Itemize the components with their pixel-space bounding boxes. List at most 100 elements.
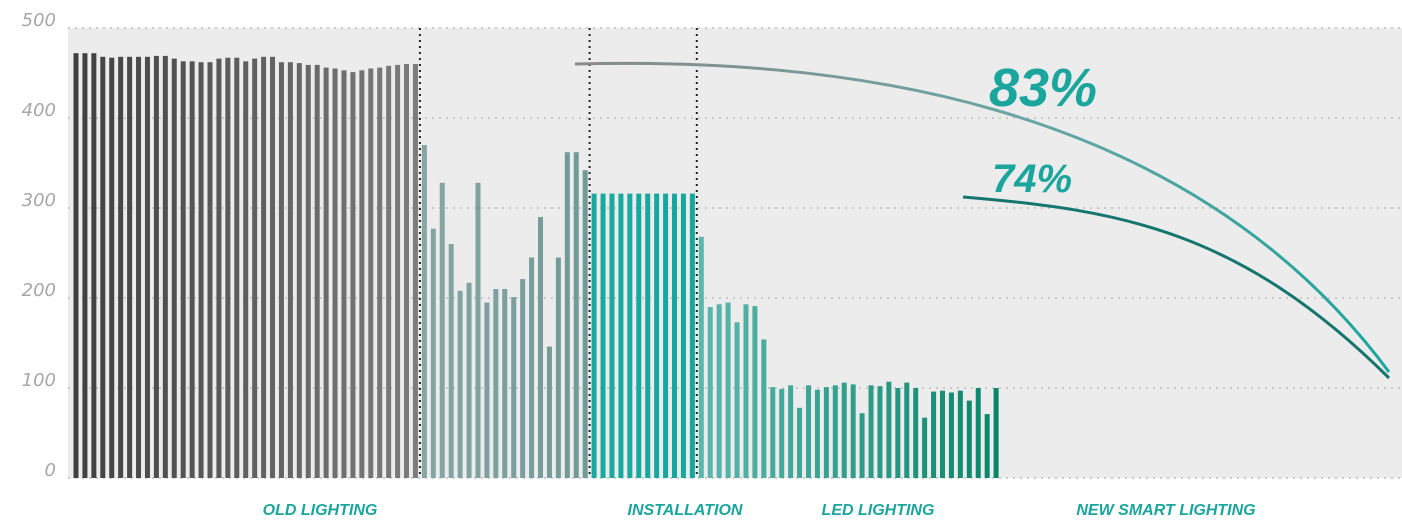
bar — [859, 413, 865, 478]
bar — [502, 289, 508, 478]
bar — [984, 414, 990, 478]
bar — [877, 386, 883, 478]
bar — [841, 382, 847, 478]
bar — [350, 72, 356, 478]
bar — [922, 417, 928, 478]
bar — [546, 346, 552, 478]
bar — [386, 65, 392, 479]
trend-curve-74 — [962, 195, 1391, 380]
bar — [913, 388, 919, 478]
y-tick-label: 200 — [22, 280, 56, 301]
bar — [672, 193, 678, 478]
bar — [609, 193, 615, 478]
callout-83-percent: 83% — [989, 58, 1097, 118]
bar — [538, 217, 544, 478]
bar — [421, 145, 427, 478]
bar — [171, 58, 177, 478]
bar — [412, 64, 418, 478]
bar — [814, 389, 820, 478]
percentage-callouts: 83% 74% — [989, 58, 1097, 201]
bar — [261, 56, 267, 479]
bar — [940, 390, 945, 478]
bar — [243, 61, 249, 479]
bar — [868, 385, 874, 478]
bar — [493, 289, 499, 478]
bar — [948, 392, 954, 478]
bar — [368, 68, 374, 478]
bar — [332, 68, 338, 478]
bar — [448, 244, 454, 478]
bar — [850, 384, 856, 478]
bar — [564, 152, 570, 478]
bar — [377, 67, 383, 478]
bar — [743, 304, 749, 478]
bar — [966, 400, 972, 478]
bar — [475, 182, 481, 479]
bar — [91, 53, 97, 478]
bar — [439, 182, 445, 479]
bar — [511, 297, 517, 478]
bar — [466, 282, 472, 478]
y-tick-label: 300 — [22, 190, 56, 211]
y-axis-tick-labels: 0 100 200 300 400 500 — [22, 10, 56, 481]
bar — [216, 58, 222, 478]
bar — [305, 64, 311, 479]
phase-label-old-lighting: OLD LIGHTING — [263, 502, 378, 519]
callout-74-percent: 74% — [992, 157, 1072, 201]
bar — [457, 290, 463, 478]
bar — [832, 385, 838, 478]
bar — [287, 62, 293, 478]
bar — [707, 307, 713, 478]
bar — [582, 170, 588, 478]
bar — [252, 58, 258, 478]
bar — [788, 385, 794, 478]
bar — [555, 257, 561, 478]
bar — [118, 56, 124, 479]
y-tick-label: 100 — [22, 370, 56, 391]
bar — [770, 387, 776, 478]
bar — [627, 193, 633, 478]
bar — [975, 388, 981, 478]
bar — [752, 306, 758, 478]
bar — [957, 390, 963, 478]
bar — [180, 61, 186, 479]
bar — [716, 304, 722, 478]
phase-label-led-lighting: LED LIGHTING — [822, 502, 935, 519]
bar — [895, 388, 901, 478]
bar — [591, 193, 597, 478]
bar — [162, 55, 168, 479]
bar — [100, 56, 106, 479]
bar — [323, 67, 329, 478]
trend-curve-83 — [574, 61, 1391, 373]
bar — [189, 61, 195, 479]
bar — [314, 64, 320, 479]
bar — [600, 193, 606, 478]
bar — [109, 57, 115, 478]
bar — [573, 152, 579, 478]
bar — [144, 56, 150, 479]
phase-label-installation: INSTALLATION — [628, 502, 743, 519]
bar — [931, 391, 937, 478]
bar — [725, 302, 731, 478]
y-tick-label: 500 — [22, 10, 56, 31]
phase-label-new-smart-lighting: NEW SMART LIGHTING — [1076, 502, 1255, 519]
bars — [73, 53, 999, 479]
bar — [404, 64, 410, 478]
bar — [797, 407, 803, 478]
bar — [636, 193, 642, 478]
bar — [278, 62, 284, 478]
bar — [430, 228, 436, 478]
bar — [296, 63, 302, 478]
bar — [136, 56, 142, 479]
bar — [761, 339, 767, 478]
bar — [73, 53, 79, 478]
bar — [779, 388, 785, 478]
bar — [886, 381, 892, 478]
bar — [689, 193, 695, 478]
bar — [82, 53, 88, 478]
bar — [359, 70, 365, 479]
bar — [654, 193, 660, 478]
bar — [198, 62, 204, 478]
bar — [680, 193, 686, 478]
